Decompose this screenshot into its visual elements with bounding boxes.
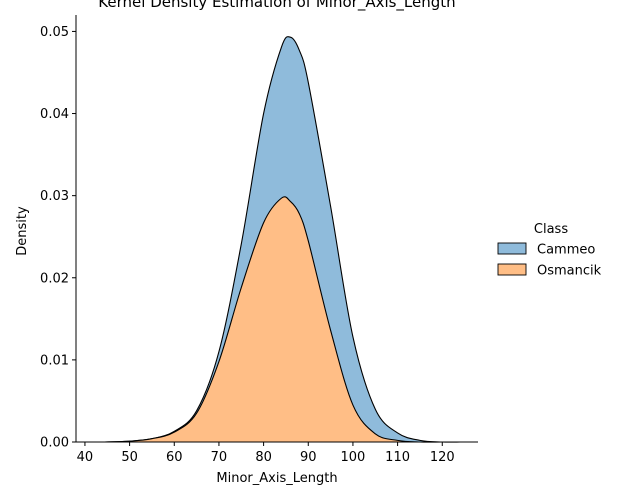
legend: Class Cammeo Osmancik <box>497 222 602 279</box>
x-tick-label: 110 <box>385 450 410 465</box>
plot-area <box>102 36 461 443</box>
legend-label-cammeo: Cammeo <box>537 243 595 258</box>
y-tick-label: 0.00 <box>40 436 69 451</box>
y-tick-label: 0.01 <box>40 353 69 368</box>
x-tick-label: 100 <box>341 450 366 465</box>
legend-swatch-osmancik <box>497 263 527 276</box>
area-cammeo <box>102 36 461 443</box>
x-tick-label: 60 <box>166 450 183 465</box>
x-tick-label: 40 <box>77 450 94 465</box>
x-tick-label: 80 <box>255 450 272 465</box>
y-axis: 0.00 0.01 0.02 0.03 0.04 0.05 <box>40 15 77 451</box>
y-tick-label: 0.04 <box>40 107 69 122</box>
x-tick-label: 120 <box>430 450 455 465</box>
legend-title: Class <box>534 222 568 237</box>
legend-swatch-cammeo <box>497 242 527 255</box>
x-tick-label: 90 <box>300 450 317 465</box>
x-axis-label: Minor_Axis_Length <box>216 471 337 486</box>
x-tick-label: 50 <box>121 450 138 465</box>
curve-cammeo <box>102 36 461 443</box>
curve-osmancik <box>102 196 461 443</box>
legend-label-osmancik: Osmancik <box>537 264 602 279</box>
y-tick-label: 0.05 <box>40 25 69 40</box>
area-osmancik <box>102 196 461 443</box>
x-tick-label: 70 <box>211 450 228 465</box>
chart-title: Kernel Density Estimation of Minor_Axis_… <box>98 0 455 12</box>
x-axis: 40 50 60 70 80 90 100 110 120 <box>76 441 478 465</box>
y-axis-label: Density <box>15 206 30 256</box>
y-tick-label: 0.03 <box>40 189 69 204</box>
y-tick-label: 0.02 <box>40 271 69 286</box>
